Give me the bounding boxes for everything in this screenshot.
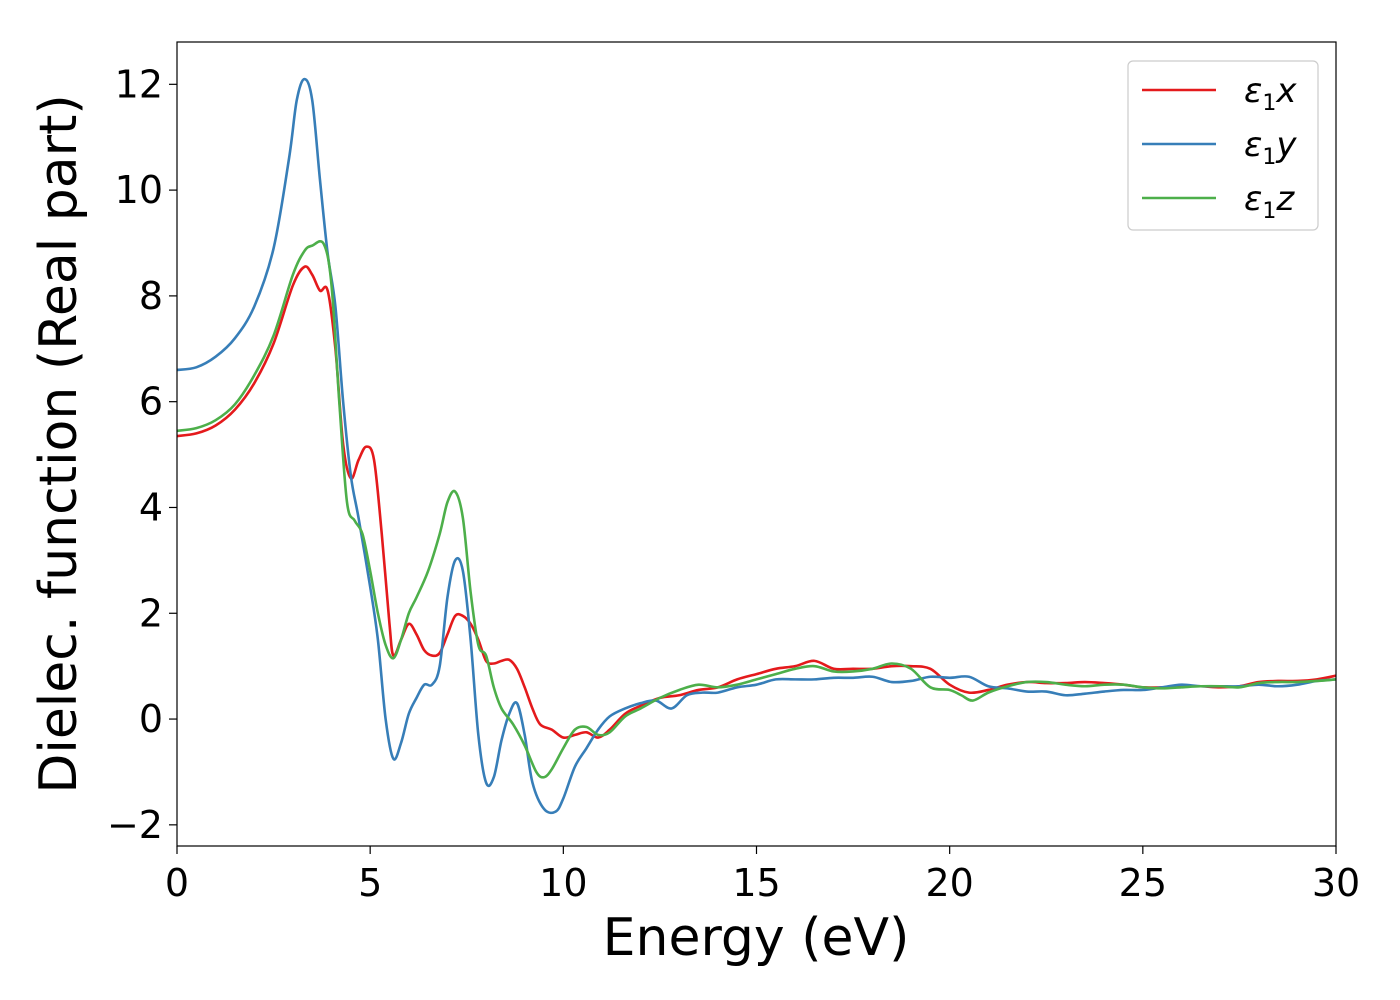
series-line-x — [177, 265, 1336, 740]
series-line-z — [177, 240, 1336, 779]
y-tick-label: 8 — [139, 274, 163, 318]
y-tick-label: 12 — [115, 62, 163, 106]
x-axis-title: Energy (eV) — [603, 908, 910, 968]
y-tick-label: 6 — [139, 380, 163, 424]
y-tick-label: −2 — [107, 803, 163, 847]
x-tick-label: 5 — [358, 861, 382, 905]
legend-label-x: ε1x — [1244, 71, 1297, 116]
y-tick-label: 2 — [139, 591, 163, 635]
series-layer — [177, 77, 1336, 815]
x-axis-ticks: 0 5 10 15 20 25 30 — [165, 846, 1360, 905]
x-tick-label: 25 — [1119, 861, 1167, 905]
y-tick-label: 0 — [139, 697, 163, 741]
x-tick-label: 30 — [1312, 861, 1360, 905]
y-tick-label: 4 — [139, 485, 163, 529]
y-tick-label: 10 — [115, 168, 163, 212]
x-tick-label: 20 — [925, 861, 973, 905]
legend: ε1x ε1y ε1z — [1127, 60, 1319, 231]
y-axis-title: Dielec. function (Real part) — [29, 94, 89, 793]
x-tick-label: 10 — [539, 861, 587, 905]
legend-label-z: ε1z — [1244, 179, 1295, 224]
x-tick-label: 15 — [732, 861, 780, 905]
legend-label-y: ε1y — [1244, 125, 1297, 170]
legend-box — [1127, 60, 1319, 231]
x-tick-label: 0 — [165, 861, 189, 905]
series-line-y — [177, 77, 1336, 815]
y-axis-ticks: −2 0 2 4 6 8 10 12 — [107, 62, 177, 847]
